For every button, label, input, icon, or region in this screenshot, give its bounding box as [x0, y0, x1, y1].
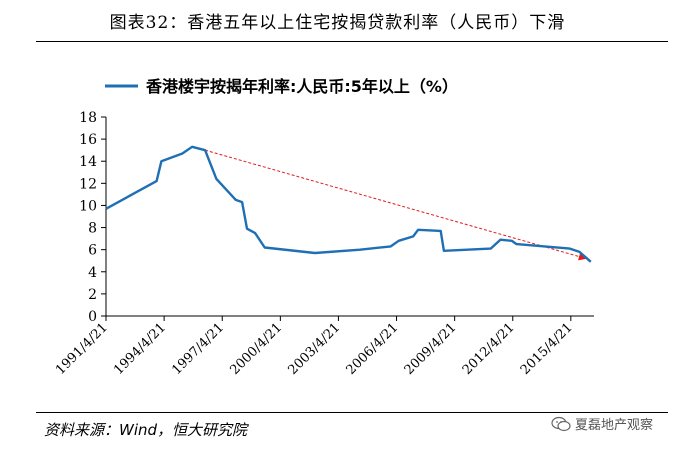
- x-tick-label: 2015/4/21: [518, 320, 576, 378]
- x-tick-label: 2009/4/21: [402, 320, 460, 378]
- y-tick-label: 16: [79, 132, 97, 148]
- y-tick-label: 4: [88, 265, 97, 281]
- legend-label: 香港楼宇按揭年利率:人民币:5年以上（%）: [145, 77, 458, 96]
- y-tick-label: 0: [88, 309, 97, 325]
- top-rule: [36, 41, 668, 42]
- figure-title: 图表32：香港五年以上住宅按揭贷款利率（人民币）下滑: [109, 13, 566, 33]
- x-tick-label: 2006/4/21: [344, 320, 402, 378]
- y-tick-label: 14: [79, 154, 97, 170]
- line-chart: 香港楼宇按揭年利率:人民币:5年以上（%） 0 2 4 6 8 10 12 14 16 18 19…: [53, 77, 594, 378]
- series-line: [105, 145, 592, 263]
- bottom-rule: [36, 412, 668, 413]
- x-axis-ticks: 1991/4/21 1994/4/21 1997/4/21 2000/4/21 2003…: [53, 316, 576, 378]
- x-tick-label: 1997/4/21: [169, 320, 227, 378]
- y-tick-label: 10: [79, 198, 97, 214]
- wechat-icon: [551, 416, 571, 431]
- x-tick-label: 2012/4/21: [460, 320, 518, 378]
- y-tick-label: 8: [88, 221, 97, 237]
- y-tick-label: 2: [88, 287, 97, 303]
- axes: [105, 117, 594, 317]
- source-note: 资料来源：Wind，恒大研究院: [44, 421, 248, 439]
- x-tick-label: 2000/4/21: [227, 320, 285, 378]
- x-tick-label: 2003/4/21: [285, 320, 343, 378]
- trend-line: [204, 149, 587, 261]
- watermark-text: 夏磊地产观察: [574, 418, 653, 433]
- y-tick-label: 12: [79, 176, 97, 192]
- y-tick-label: 18: [79, 110, 97, 126]
- y-axis-ticks: 0 2 4 6 8 10 12 14 16 18: [79, 110, 106, 325]
- legend: 香港楼宇按揭年利率:人民币:5年以上（%）: [105, 77, 458, 96]
- x-tick-label: 1994/4/21: [111, 320, 169, 378]
- y-tick-label: 6: [88, 243, 97, 259]
- watermark: 夏磊地产观察: [551, 414, 653, 433]
- series-group: [105, 145, 592, 263]
- x-tick-label: 1991/4/21: [53, 320, 111, 378]
- trend-line-group: [204, 149, 587, 261]
